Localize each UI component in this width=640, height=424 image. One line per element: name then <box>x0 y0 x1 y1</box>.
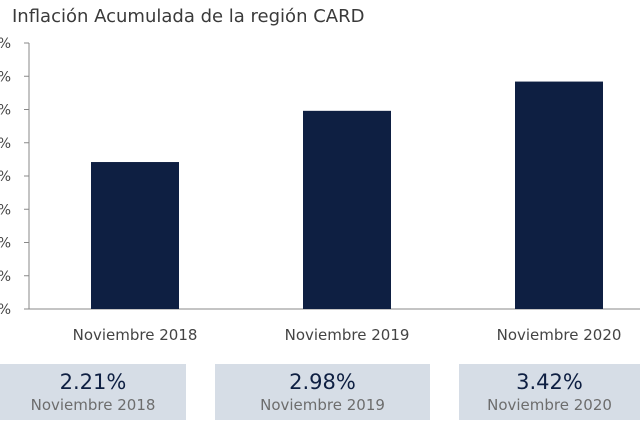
bar <box>303 110 391 309</box>
y-tick-label: % <box>0 269 11 285</box>
summary-card-label: Noviembre 2020 <box>487 396 612 414</box>
bar-chart: %%%%%%%%% Noviembre 2018 Noviembre 2019 Nov… <box>0 36 640 344</box>
summary-card-2018: 2.21% Noviembre 2018 <box>0 364 186 420</box>
x-tick-label: Noviembre 2019 <box>285 326 410 344</box>
y-tick-label: % <box>0 136 11 152</box>
chart-title: Inflación Acumulada de la región CARD <box>12 6 365 27</box>
x-tick-label: Noviembre 2018 <box>73 326 198 344</box>
x-tick-label: Noviembre 2020 <box>497 326 622 344</box>
summary-card-2020: 3.42% Noviembre 2020 <box>459 364 640 420</box>
summary-card-value: 2.21% <box>59 370 127 394</box>
y-tick-label: % <box>0 36 11 52</box>
y-tick-label: % <box>0 302 11 318</box>
y-tick-label: % <box>0 202 11 218</box>
bar <box>91 162 179 309</box>
bar <box>515 81 603 309</box>
summary-card-value: 3.42% <box>516 370 583 394</box>
summary-card-2019: 2.98% Noviembre 2019 <box>215 364 430 420</box>
summary-card-value: 2.98% <box>289 370 356 394</box>
y-tick-label: % <box>0 103 11 119</box>
summary-card-label: Noviembre 2018 <box>30 396 156 414</box>
y-tick-label: % <box>0 236 11 252</box>
y-tick-label: % <box>0 169 11 185</box>
summary-card-label: Noviembre 2019 <box>260 396 385 414</box>
y-tick-label: % <box>0 69 11 85</box>
summary-cards: 2.21% Noviembre 2018 2.98% Noviembre 201… <box>0 364 640 420</box>
